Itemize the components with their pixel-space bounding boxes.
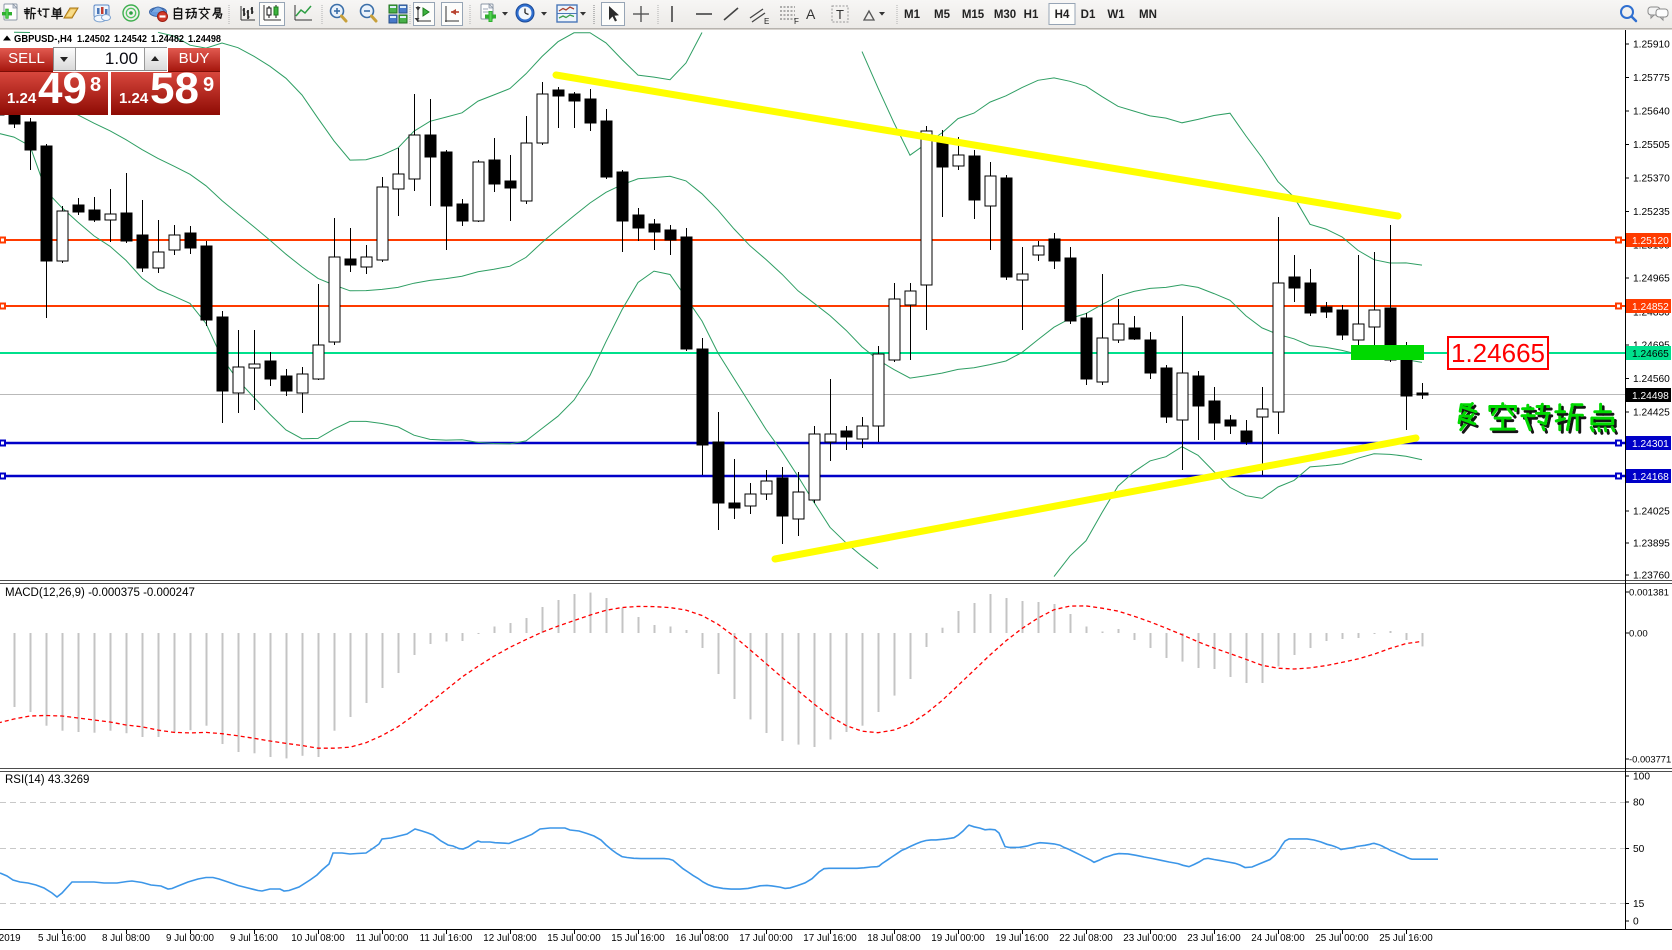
svg-text:9 Jul 16:00: 9 Jul 16:00 <box>230 933 278 944</box>
svg-text:5 Jul 2019: 5 Jul 2019 <box>0 933 21 944</box>
svg-text:1.25370: 1.25370 <box>1633 174 1670 185</box>
svg-text:1.24560: 1.24560 <box>1633 374 1670 385</box>
svg-text:19 Jul 16:00: 19 Jul 16:00 <box>995 933 1049 944</box>
svg-text:1.24301: 1.24301 <box>1632 439 1669 450</box>
svg-text:T: T <box>836 7 844 22</box>
svg-text:1.24498: 1.24498 <box>1632 391 1669 402</box>
svg-text:1.25640: 1.25640 <box>1633 107 1670 118</box>
svg-text:MN: MN <box>1139 9 1157 21</box>
svg-text:23 Jul 00:00: 23 Jul 00:00 <box>1123 933 1177 944</box>
svg-text:16 Jul 08:00: 16 Jul 08:00 <box>675 933 729 944</box>
svg-text:M1: M1 <box>904 9 921 21</box>
svg-text:W1: W1 <box>1107 9 1125 21</box>
svg-text:1.24168: 1.24168 <box>1632 472 1669 483</box>
svg-text:1.25910: 1.25910 <box>1633 40 1670 51</box>
svg-text:-0.003771: -0.003771 <box>1629 754 1671 765</box>
svg-text:1.24498: 1.24498 <box>188 34 222 45</box>
svg-text:RSI(14) 43.3269: RSI(14) 43.3269 <box>5 774 89 786</box>
svg-text:1.24542: 1.24542 <box>114 34 148 45</box>
svg-text:D1: D1 <box>1081 9 1096 21</box>
svg-text:1.25505: 1.25505 <box>1633 140 1670 151</box>
svg-text:0.001381: 0.001381 <box>1629 588 1669 599</box>
svg-text:MACD(12,26,9) -0.000375 -0.000: MACD(12,26,9) -0.000375 -0.000247 <box>5 587 195 599</box>
svg-text:1.24425: 1.24425 <box>1633 408 1670 419</box>
svg-text:5 Jul 16:00: 5 Jul 16:00 <box>38 933 86 944</box>
svg-text:19 Jul 00:00: 19 Jul 00:00 <box>931 933 985 944</box>
svg-text:1.24025: 1.24025 <box>1633 507 1670 518</box>
svg-text:E: E <box>764 17 769 26</box>
svg-text:1.25120: 1.25120 <box>1632 236 1669 247</box>
svg-text:15 Jul 00:00: 15 Jul 00:00 <box>547 933 601 944</box>
svg-text:A: A <box>806 6 816 22</box>
svg-text:1.25775: 1.25775 <box>1633 73 1670 84</box>
svg-text:0.00: 0.00 <box>1629 629 1648 640</box>
svg-text:80: 80 <box>1633 798 1645 809</box>
svg-text:23 Jul 16:00: 23 Jul 16:00 <box>1187 933 1241 944</box>
svg-text:GBPUSD-,H4: GBPUSD-,H4 <box>14 34 72 45</box>
svg-text:1.25235: 1.25235 <box>1633 207 1670 218</box>
svg-text:10 Jul 08:00: 10 Jul 08:00 <box>291 933 345 944</box>
svg-text:1.24502: 1.24502 <box>77 34 111 45</box>
svg-text:1.24665: 1.24665 <box>1632 349 1669 360</box>
svg-text:0: 0 <box>1633 917 1639 928</box>
svg-text:1.24852: 1.24852 <box>1632 302 1669 313</box>
svg-text:25 Jul 16:00: 25 Jul 16:00 <box>1379 933 1433 944</box>
svg-text:1.23760: 1.23760 <box>1633 571 1670 582</box>
svg-text:8 Jul 08:00: 8 Jul 08:00 <box>102 933 150 944</box>
svg-text:H4: H4 <box>1055 9 1070 21</box>
svg-text:100: 100 <box>1633 772 1650 783</box>
svg-text:22 Jul 08:00: 22 Jul 08:00 <box>1059 933 1113 944</box>
svg-text:24 Jul 08:00: 24 Jul 08:00 <box>1251 933 1305 944</box>
svg-text:9 Jul 00:00: 9 Jul 00:00 <box>166 933 214 944</box>
svg-text:1.24482: 1.24482 <box>151 34 185 45</box>
svg-text:15: 15 <box>1633 899 1645 910</box>
svg-text:F: F <box>794 17 799 26</box>
svg-text:18 Jul 08:00: 18 Jul 08:00 <box>867 933 921 944</box>
svg-text:50: 50 <box>1633 844 1645 855</box>
svg-text:1.24965: 1.24965 <box>1633 274 1670 285</box>
svg-text:M15: M15 <box>962 9 985 21</box>
svg-text:M30: M30 <box>994 9 1016 21</box>
svg-text:11 Jul 00:00: 11 Jul 00:00 <box>356 933 409 944</box>
svg-text:15 Jul 16:00: 15 Jul 16:00 <box>611 933 665 944</box>
svg-text:M5: M5 <box>934 9 951 21</box>
svg-text:1.23895: 1.23895 <box>1633 539 1670 550</box>
svg-text:1.24665: 1.24665 <box>1451 338 1545 368</box>
svg-text:17 Jul 16:00: 17 Jul 16:00 <box>803 933 857 944</box>
svg-text:12 Jul 08:00: 12 Jul 08:00 <box>483 933 537 944</box>
svg-text:17 Jul 00:00: 17 Jul 00:00 <box>739 933 793 944</box>
svg-text:11 Jul 16:00: 11 Jul 16:00 <box>420 933 473 944</box>
svg-text:25 Jul 00:00: 25 Jul 00:00 <box>1315 933 1369 944</box>
svg-text:H1: H1 <box>1024 9 1039 21</box>
